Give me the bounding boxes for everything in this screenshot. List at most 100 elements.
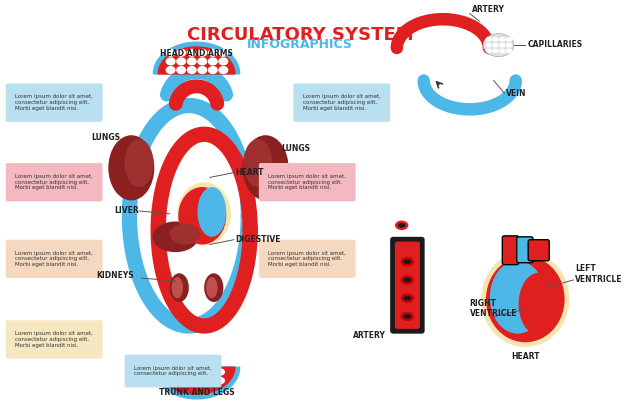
- Ellipse shape: [395, 221, 408, 230]
- Ellipse shape: [178, 378, 186, 384]
- Text: Lorem ipsum dolor sit amet,
consectetur adipiscing elit.
Morbi eget blandit nisi: Lorem ipsum dolor sit amet, consectetur …: [15, 174, 93, 191]
- FancyBboxPatch shape: [6, 320, 103, 359]
- Ellipse shape: [172, 277, 183, 298]
- Ellipse shape: [217, 369, 224, 375]
- Ellipse shape: [197, 369, 205, 375]
- Text: LUNGS: LUNGS: [281, 144, 310, 153]
- Text: ARTERY: ARTERY: [354, 332, 386, 340]
- Ellipse shape: [500, 49, 505, 53]
- Text: CAPILLARIES: CAPILLARIES: [527, 40, 582, 49]
- Ellipse shape: [219, 67, 228, 73]
- Text: Lorem ipsum dolor sit amet,
consectetur adipiscing elit.
Morbi eget blandit nisi: Lorem ipsum dolor sit amet, consectetur …: [269, 251, 346, 267]
- Text: Lorem ipsum dolor sit amet,
consectetur adipiscing elit.
Morbi eget blandit nisi: Lorem ipsum dolor sit amet, consectetur …: [303, 94, 381, 111]
- Ellipse shape: [490, 261, 545, 334]
- Ellipse shape: [170, 224, 200, 244]
- Text: Lorem ipsum dolor sit amet,
consectetur adipiscing elit.
Morbi eget blandit nisi: Lorem ipsum dolor sit amet, consectetur …: [15, 331, 93, 348]
- FancyBboxPatch shape: [6, 240, 103, 278]
- Text: LEFT
VENTRICLE: LEFT VENTRICLE: [575, 264, 623, 284]
- Ellipse shape: [177, 67, 185, 73]
- Ellipse shape: [152, 221, 198, 252]
- Text: LUNGS: LUNGS: [91, 133, 120, 142]
- Ellipse shape: [167, 50, 175, 56]
- FancyBboxPatch shape: [528, 240, 549, 261]
- Ellipse shape: [208, 50, 217, 56]
- Ellipse shape: [404, 296, 411, 301]
- Ellipse shape: [219, 58, 228, 65]
- FancyBboxPatch shape: [516, 237, 533, 263]
- Ellipse shape: [169, 369, 177, 375]
- Ellipse shape: [167, 58, 175, 65]
- Text: Lorem ipsum dolor sit amet,
consectetur adipiscing elit.
Morbi eget blandit nisi: Lorem ipsum dolor sit amet, consectetur …: [15, 94, 93, 111]
- Ellipse shape: [177, 50, 185, 56]
- Ellipse shape: [187, 58, 196, 65]
- Ellipse shape: [506, 49, 511, 53]
- Ellipse shape: [401, 257, 414, 266]
- Ellipse shape: [178, 187, 226, 244]
- Ellipse shape: [404, 278, 411, 282]
- Ellipse shape: [518, 273, 559, 335]
- Ellipse shape: [167, 67, 175, 73]
- Ellipse shape: [219, 50, 228, 56]
- Text: CIRCULATORY SYSTEM: CIRCULATORY SYSTEM: [187, 26, 413, 44]
- Text: TRUNK AND LEGS: TRUNK AND LEGS: [159, 388, 234, 397]
- Ellipse shape: [500, 38, 505, 41]
- Ellipse shape: [198, 67, 207, 73]
- Ellipse shape: [493, 43, 498, 47]
- Ellipse shape: [506, 38, 511, 41]
- FancyBboxPatch shape: [395, 241, 420, 329]
- Ellipse shape: [244, 139, 272, 187]
- FancyBboxPatch shape: [125, 355, 222, 387]
- Ellipse shape: [486, 49, 491, 53]
- Ellipse shape: [493, 38, 498, 41]
- Ellipse shape: [188, 378, 195, 384]
- FancyBboxPatch shape: [502, 236, 518, 265]
- Text: VEIN: VEIN: [506, 89, 526, 98]
- Ellipse shape: [208, 67, 217, 73]
- Ellipse shape: [401, 275, 414, 285]
- Ellipse shape: [401, 294, 414, 303]
- Ellipse shape: [486, 256, 565, 342]
- Ellipse shape: [486, 38, 491, 41]
- FancyBboxPatch shape: [390, 237, 424, 334]
- Text: Lorem ipsum dolor sit amet,
consectetur adipiscing elit.
Morbi eget blandit nisi: Lorem ipsum dolor sit amet, consectetur …: [15, 251, 93, 267]
- Ellipse shape: [125, 139, 153, 187]
- Text: ARTERY: ARTERY: [471, 5, 505, 14]
- Ellipse shape: [217, 378, 224, 384]
- FancyBboxPatch shape: [6, 163, 103, 201]
- Ellipse shape: [493, 49, 498, 53]
- Ellipse shape: [404, 259, 411, 264]
- Ellipse shape: [204, 273, 223, 302]
- Ellipse shape: [506, 43, 511, 47]
- Text: KIDNEYS: KIDNEYS: [96, 271, 134, 280]
- Text: HEART: HEART: [511, 352, 540, 361]
- Ellipse shape: [187, 67, 196, 73]
- Text: DIGESTIVE: DIGESTIVE: [235, 235, 280, 244]
- Text: Lorem ipsum dolor sit amet,
consectetur adipiscing elit.
Morbi eget blandit nisi: Lorem ipsum dolor sit amet, consectetur …: [269, 174, 346, 191]
- Ellipse shape: [208, 58, 217, 65]
- Ellipse shape: [481, 251, 570, 347]
- FancyBboxPatch shape: [259, 240, 356, 278]
- Ellipse shape: [170, 273, 189, 302]
- Ellipse shape: [177, 58, 185, 65]
- Text: LIVER: LIVER: [115, 206, 139, 216]
- Polygon shape: [153, 367, 240, 399]
- Text: RIGHT
VENTRICLE: RIGHT VENTRICLE: [470, 299, 517, 319]
- Ellipse shape: [198, 50, 207, 56]
- Ellipse shape: [398, 223, 406, 228]
- Ellipse shape: [242, 135, 289, 201]
- Ellipse shape: [404, 314, 411, 319]
- Ellipse shape: [108, 135, 155, 201]
- Ellipse shape: [500, 43, 505, 47]
- Polygon shape: [158, 47, 235, 74]
- Ellipse shape: [197, 378, 205, 384]
- Ellipse shape: [206, 277, 218, 298]
- Ellipse shape: [483, 34, 514, 57]
- Polygon shape: [158, 367, 235, 394]
- Ellipse shape: [207, 378, 215, 384]
- Ellipse shape: [169, 378, 177, 384]
- Ellipse shape: [187, 50, 196, 56]
- Ellipse shape: [178, 369, 186, 375]
- Text: HEART: HEART: [235, 168, 264, 177]
- Text: Lorem ipsum dolor sit amet,
consectetur adipiscing elit.: Lorem ipsum dolor sit amet, consectetur …: [134, 366, 212, 377]
- FancyBboxPatch shape: [6, 83, 103, 122]
